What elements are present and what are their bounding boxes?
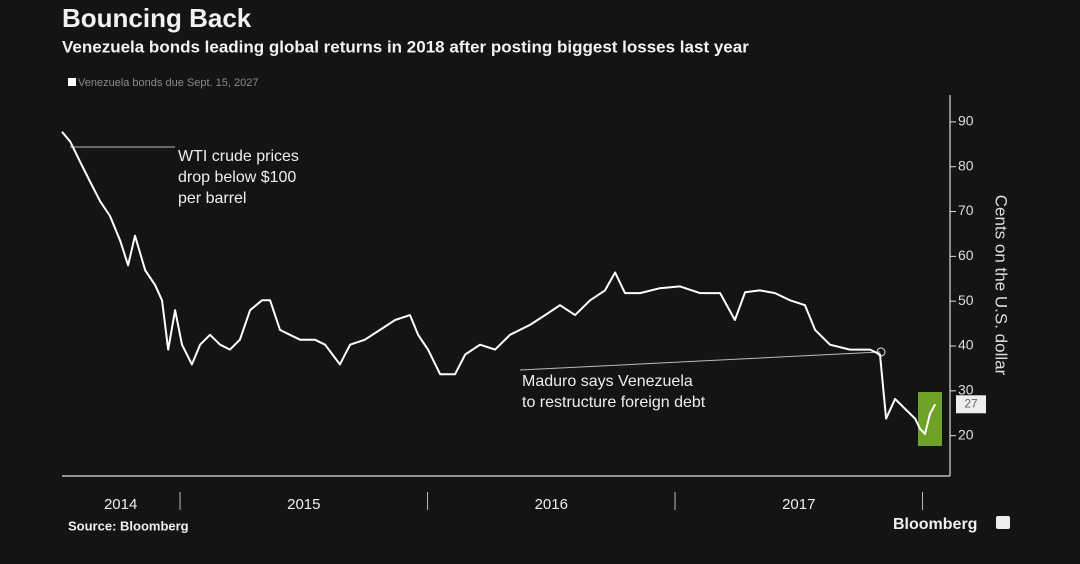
annotation-text: drop below $100 [178,169,296,186]
chart-title: Bouncing Back [62,3,252,33]
y-tick-label: 90 [958,113,974,129]
last-value-label: 27 [964,396,978,410]
x-tick-label: 2017 [782,496,815,513]
annotation: WTI crude prices drop below $100 per barre… [178,148,299,207]
brand: Bloomberg [893,516,977,533]
y-tick-label: 40 [958,337,974,353]
highlight-box [918,392,942,446]
x-tick-label: 2014 [104,496,137,513]
y-tick-label: 50 [958,292,974,308]
y-tick-label: 30 [958,382,974,398]
annotation-text: WTI crude prices [178,148,299,165]
annotation-text: to restructure foreign debt [522,394,706,411]
source: Source: Bloomberg [68,518,189,533]
x-tick-label: 2015 [287,496,320,513]
last-value-box [956,395,986,414]
series-line [61,131,937,435]
annotation-text: per barrel [178,190,246,207]
legend-label: Venezuela bonds due Sept. 15, 2027 [78,77,258,89]
annotation-text: Maduro says Venezuela [522,373,693,390]
chart-subtitle: Venezuela bonds leading global returns i… [62,37,749,56]
x-tick-label: 2016 [535,496,568,513]
y-tick-label: 70 [958,202,974,218]
y-tick-label: 20 [958,426,974,442]
y-tick-label: 60 [958,247,974,263]
annotation: Maduro says Venezuela to restructure fore… [522,373,706,411]
y-tick-label: 80 [958,157,974,173]
brand-icon [996,516,1010,529]
legend-swatch [68,78,76,86]
y-axis-title: Cents on the U.S. dollar [992,195,1011,376]
annotation-leader [519,351,881,371]
